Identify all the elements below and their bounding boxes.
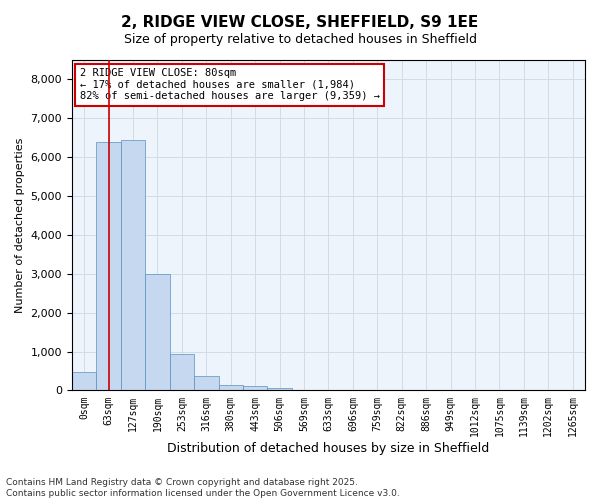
Bar <box>97 142 121 390</box>
Text: Contains HM Land Registry data © Crown copyright and database right 2025.
Contai: Contains HM Land Registry data © Crown c… <box>6 478 400 498</box>
Bar <box>145 274 170 390</box>
Bar <box>243 386 268 390</box>
Bar <box>268 388 292 390</box>
Text: Size of property relative to detached houses in Sheffield: Size of property relative to detached ho… <box>124 32 476 46</box>
Bar <box>121 140 145 390</box>
Text: 2 RIDGE VIEW CLOSE: 80sqm
← 17% of detached houses are smaller (1,984)
82% of se: 2 RIDGE VIEW CLOSE: 80sqm ← 17% of detac… <box>80 68 380 102</box>
Bar <box>194 376 218 390</box>
Bar <box>72 372 97 390</box>
Bar <box>170 354 194 391</box>
Bar <box>218 385 243 390</box>
Y-axis label: Number of detached properties: Number of detached properties <box>15 138 25 313</box>
X-axis label: Distribution of detached houses by size in Sheffield: Distribution of detached houses by size … <box>167 442 490 455</box>
Text: 2, RIDGE VIEW CLOSE, SHEFFIELD, S9 1EE: 2, RIDGE VIEW CLOSE, SHEFFIELD, S9 1EE <box>121 15 479 30</box>
